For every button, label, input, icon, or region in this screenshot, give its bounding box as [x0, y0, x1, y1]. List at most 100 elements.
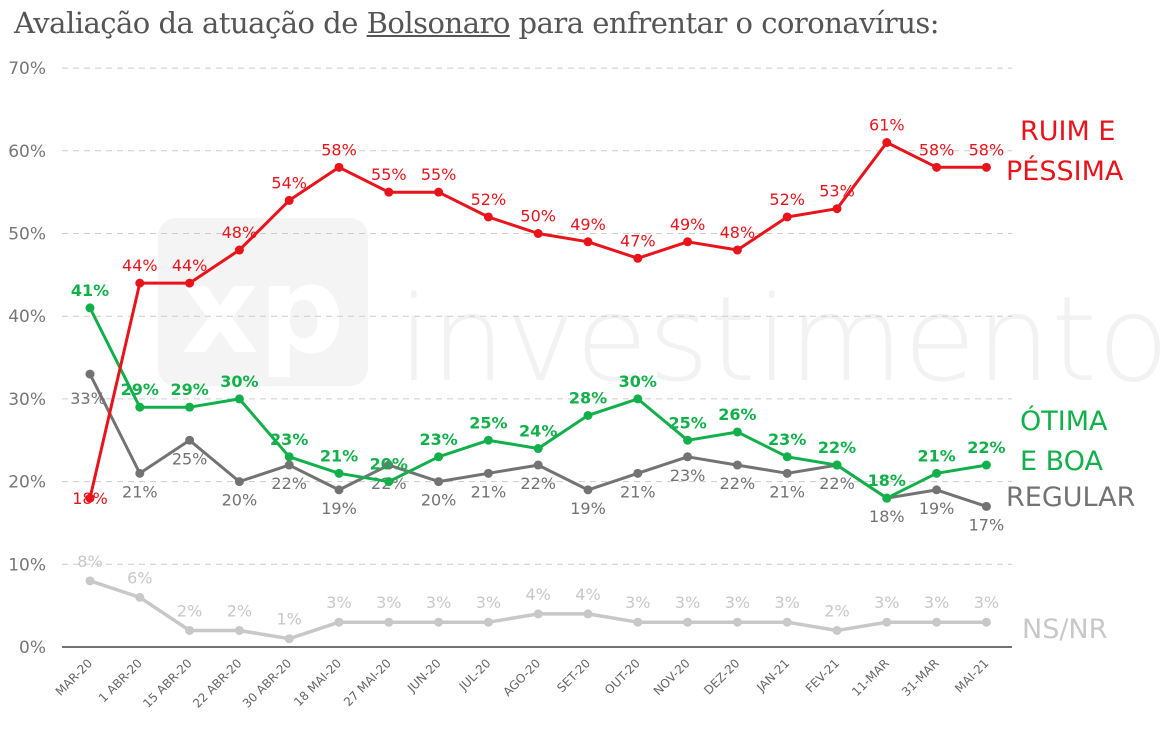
data-point-otima — [633, 394, 643, 404]
data-point-regular — [981, 501, 991, 511]
data-point-nsnr — [85, 576, 95, 586]
data-label-regular: 20% — [421, 491, 457, 510]
data-point-nsnr — [284, 634, 294, 644]
data-point-otima — [483, 435, 493, 445]
data-point-nsnr — [732, 617, 742, 627]
data-label-otima: 21% — [917, 446, 955, 465]
series-labels: RUIM E PÉSSIMA ÓTIMA E BOA REGULAR NS/NR — [1006, 116, 1135, 645]
data-label-otima: 26% — [718, 405, 756, 424]
title-underlined: Bolsonaro — [366, 6, 511, 40]
data-label-ruim: 52% — [471, 190, 507, 209]
title-suffix: para enfrentar o coronavírus: — [509, 6, 940, 40]
data-label-nsnr: 4% — [575, 585, 600, 604]
data-label-regular: 19% — [919, 499, 955, 518]
data-label-regular: 18% — [869, 507, 905, 526]
data-label-regular: 33% — [70, 389, 106, 408]
data-label-regular: 22% — [520, 474, 556, 493]
data-point-ruim — [135, 278, 145, 288]
data-point-otima — [832, 460, 842, 470]
data-label-nsnr: 3% — [874, 593, 899, 612]
data-point-nsnr — [583, 609, 593, 619]
data-point-ruim — [683, 237, 693, 247]
data-label-otima: 41% — [71, 281, 109, 300]
data-label-nsnr: 1% — [277, 610, 302, 629]
data-point-regular — [284, 460, 294, 470]
series-name-otima: E BOA — [1020, 446, 1103, 477]
data-point-ruim — [932, 162, 942, 172]
x-tick-label: JUN-20 — [404, 656, 444, 696]
data-label-nsnr: 3% — [675, 593, 700, 612]
data-point-ruim — [384, 187, 394, 197]
x-tick-label: MAR-20 — [53, 656, 95, 698]
data-label-ruim: 48% — [720, 223, 756, 242]
x-tick-label: AGO-20 — [500, 656, 543, 699]
series-name-otima: ÓTIMA — [1020, 405, 1108, 437]
data-label-ruim: 48% — [222, 223, 258, 242]
data-point-ruim — [732, 245, 742, 255]
data-label-nsnr: 6% — [127, 568, 152, 587]
data-point-otima — [135, 402, 145, 412]
data-point-nsnr — [185, 625, 195, 635]
data-point-nsnr — [334, 617, 344, 627]
data-point-nsnr — [782, 617, 792, 627]
data-point-regular — [234, 477, 244, 487]
y-tick-label: 60% — [8, 142, 46, 162]
data-point-nsnr — [483, 617, 493, 627]
data-point-regular — [85, 369, 95, 379]
data-point-otima — [732, 427, 742, 437]
data-label-ruim: 55% — [371, 165, 407, 184]
data-point-otima — [85, 303, 95, 313]
data-point-nsnr — [533, 609, 543, 619]
data-label-nsnr: 3% — [376, 593, 401, 612]
data-label-otima: 23% — [768, 430, 806, 449]
data-point-nsnr — [234, 625, 244, 635]
data-point-regular — [434, 477, 444, 487]
series-ruim: 18% 44% 44% 48% 54% 58% 55% 55% 52% 50% 49% 47% 49% 4… — [72, 116, 1004, 509]
data-point-regular — [483, 468, 493, 478]
data-label-otima: 30% — [220, 372, 258, 391]
data-point-otima — [185, 402, 195, 412]
y-tick-label: 30% — [8, 390, 46, 410]
data-point-otima — [533, 444, 543, 454]
data-point-nsnr — [932, 617, 942, 627]
data-label-otima: 20% — [370, 455, 408, 474]
x-tick-label: JAN-21 — [753, 656, 792, 695]
data-label-nsnr: 3% — [725, 593, 750, 612]
x-tick-label: FEV-21 — [803, 656, 842, 695]
data-point-regular — [533, 460, 543, 470]
data-point-ruim — [832, 204, 842, 214]
data-point-otima — [434, 452, 444, 462]
y-tick-label: 40% — [8, 307, 46, 327]
x-tick-label: 22 ABR-20 — [190, 656, 244, 710]
data-label-otima: 24% — [519, 422, 557, 441]
data-point-ruim — [533, 229, 543, 238]
data-label-regular: 21% — [769, 482, 805, 501]
data-point-regular — [732, 460, 742, 470]
data-point-regular — [683, 452, 693, 462]
data-label-ruim: 53% — [819, 182, 855, 201]
data-label-otima: 18% — [868, 471, 906, 490]
data-label-nsnr: 3% — [924, 593, 949, 612]
data-label-ruim: 58% — [321, 140, 357, 159]
data-point-nsnr — [981, 617, 991, 627]
data-point-ruim — [981, 162, 991, 172]
series-layer: 8% 6% 2% 2% 1% 3% 3% 3% 3% 4% 4% 3% 3% 3% 3% 2% 3% 3% 3% 33… — [70, 116, 1006, 644]
data-point-otima — [334, 468, 344, 478]
x-tick-label: OUT-20 — [602, 656, 643, 697]
data-label-otima: 22% — [967, 438, 1005, 457]
data-label-regular: 22% — [271, 474, 307, 493]
data-label-ruim: 52% — [769, 190, 805, 209]
x-tick-label: 15 ABR-20 — [140, 656, 194, 710]
data-label-regular: 20% — [222, 491, 258, 510]
data-point-otima — [882, 493, 892, 503]
data-point-ruim — [334, 162, 344, 172]
y-tick-label: 10% — [8, 555, 46, 575]
data-label-regular: 22% — [720, 474, 756, 493]
data-point-regular — [185, 435, 195, 445]
data-label-ruim: 44% — [172, 256, 208, 275]
data-point-nsnr — [135, 592, 145, 602]
data-label-otima: 23% — [270, 430, 308, 449]
y-tick-label: 70% — [8, 59, 46, 79]
